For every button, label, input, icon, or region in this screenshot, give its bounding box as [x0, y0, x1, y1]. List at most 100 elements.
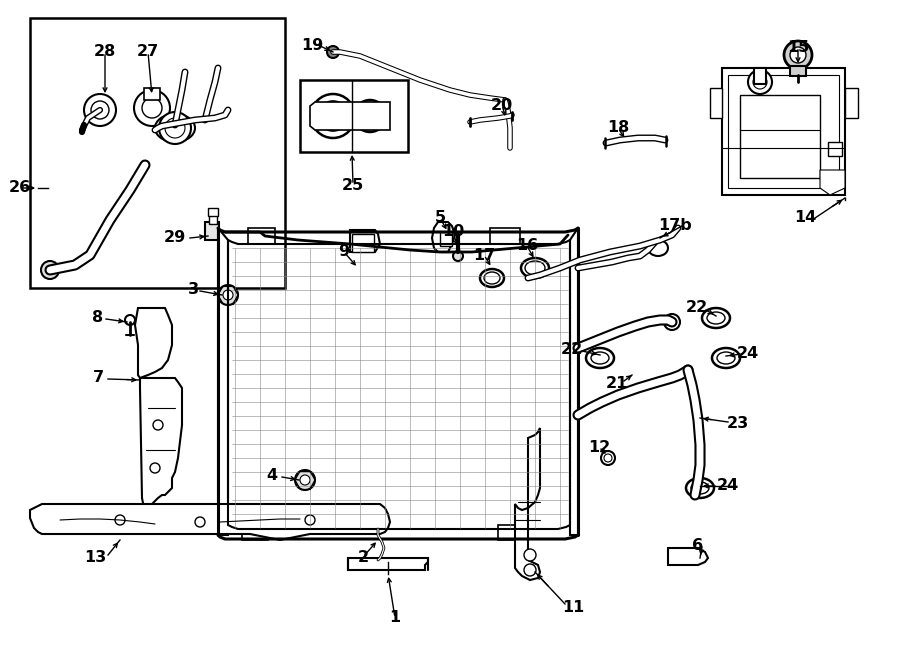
Bar — [209, 215, 217, 224]
Polygon shape — [820, 170, 845, 195]
Text: 24: 24 — [737, 346, 759, 360]
Circle shape — [295, 470, 315, 490]
Circle shape — [524, 564, 536, 576]
Text: 3: 3 — [187, 282, 199, 297]
Circle shape — [115, 515, 125, 525]
Bar — [300, 80, 408, 152]
Text: 22: 22 — [686, 301, 708, 315]
Polygon shape — [498, 525, 524, 540]
Text: 25: 25 — [342, 178, 364, 192]
Bar — [208, 208, 218, 216]
Polygon shape — [710, 88, 722, 118]
Text: 16: 16 — [516, 239, 538, 254]
Ellipse shape — [586, 348, 614, 368]
Text: 23: 23 — [727, 416, 749, 430]
Circle shape — [142, 98, 162, 118]
Bar — [754, 68, 766, 84]
Circle shape — [150, 463, 160, 473]
Polygon shape — [722, 68, 845, 195]
Ellipse shape — [717, 352, 735, 364]
Text: 15: 15 — [787, 40, 809, 54]
Bar — [828, 142, 842, 156]
Ellipse shape — [686, 478, 714, 498]
Polygon shape — [845, 88, 858, 118]
Bar — [440, 232, 452, 246]
Circle shape — [453, 251, 463, 261]
Bar — [790, 66, 806, 76]
Circle shape — [91, 101, 109, 119]
Bar — [144, 88, 160, 100]
Text: 1: 1 — [390, 611, 400, 625]
Circle shape — [125, 315, 135, 325]
Text: 27: 27 — [137, 44, 159, 59]
Ellipse shape — [707, 312, 725, 324]
Polygon shape — [218, 228, 228, 535]
Polygon shape — [740, 95, 820, 178]
Text: 17b: 17b — [658, 217, 692, 233]
Text: 28: 28 — [94, 44, 116, 59]
Bar — [205, 222, 219, 240]
Polygon shape — [432, 222, 455, 252]
Circle shape — [327, 46, 339, 58]
Ellipse shape — [648, 240, 668, 256]
Polygon shape — [30, 504, 390, 540]
Circle shape — [524, 549, 536, 561]
Circle shape — [300, 475, 310, 485]
Text: 17: 17 — [472, 247, 495, 262]
Circle shape — [223, 290, 233, 300]
Polygon shape — [668, 548, 708, 565]
Text: 8: 8 — [93, 311, 104, 325]
Text: 6: 6 — [692, 537, 704, 553]
Text: 9: 9 — [338, 245, 349, 260]
Circle shape — [41, 261, 59, 279]
Text: 26: 26 — [9, 180, 32, 196]
Text: 21: 21 — [606, 375, 628, 391]
Text: 11: 11 — [562, 600, 584, 615]
Circle shape — [784, 41, 812, 69]
Polygon shape — [728, 75, 839, 188]
Circle shape — [218, 285, 238, 305]
Circle shape — [318, 101, 348, 131]
Text: 2: 2 — [357, 549, 369, 564]
Text: 10: 10 — [442, 225, 464, 239]
Circle shape — [305, 515, 315, 525]
Text: 7: 7 — [93, 371, 104, 385]
Text: 14: 14 — [794, 210, 816, 225]
Circle shape — [753, 75, 767, 89]
Text: 12: 12 — [588, 440, 610, 455]
Text: 20: 20 — [491, 98, 513, 112]
Bar — [352, 234, 374, 252]
Ellipse shape — [155, 114, 195, 142]
Polygon shape — [242, 525, 268, 540]
Circle shape — [360, 106, 380, 126]
Polygon shape — [490, 228, 520, 244]
Text: 19: 19 — [301, 38, 323, 52]
Ellipse shape — [521, 258, 549, 278]
Ellipse shape — [712, 348, 740, 368]
Circle shape — [84, 94, 116, 126]
Circle shape — [604, 454, 612, 462]
Circle shape — [354, 100, 386, 132]
Text: 5: 5 — [435, 210, 446, 225]
Circle shape — [664, 314, 680, 330]
Ellipse shape — [591, 352, 609, 364]
Text: 24: 24 — [717, 479, 739, 494]
Circle shape — [324, 107, 342, 125]
Circle shape — [134, 90, 170, 126]
Polygon shape — [310, 102, 390, 130]
Polygon shape — [140, 378, 182, 510]
Ellipse shape — [480, 269, 504, 287]
Text: 18: 18 — [607, 120, 629, 136]
Text: 4: 4 — [266, 469, 277, 483]
Polygon shape — [350, 230, 380, 252]
Polygon shape — [570, 228, 578, 535]
Circle shape — [601, 451, 615, 465]
Polygon shape — [348, 558, 428, 570]
Circle shape — [153, 420, 163, 430]
Polygon shape — [515, 428, 540, 580]
Polygon shape — [135, 308, 172, 378]
Circle shape — [165, 118, 185, 138]
Bar — [30, 18, 285, 288]
Ellipse shape — [702, 308, 730, 328]
Text: 29: 29 — [164, 231, 186, 245]
